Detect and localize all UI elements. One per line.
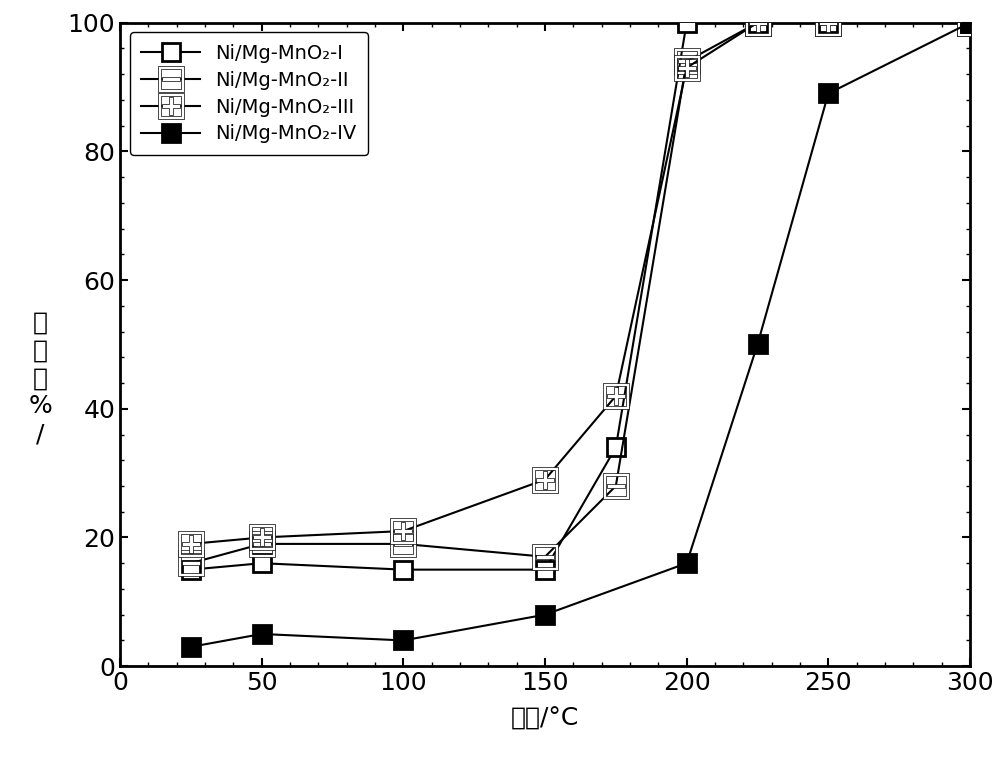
X-axis label: 温度/°C: 温度/°C: [511, 706, 579, 731]
Legend: Ni/Mg-MnO₂-I, Ni/Mg-MnO₂-II, Ni/Mg-MnO₂-III, Ni/Mg-MnO₂-IV: Ni/Mg-MnO₂-I, Ni/Mg-MnO₂-II, Ni/Mg-MnO₂-…: [130, 33, 368, 155]
Text: 转
化
率
%
/: 转 化 率 % /: [28, 311, 52, 446]
